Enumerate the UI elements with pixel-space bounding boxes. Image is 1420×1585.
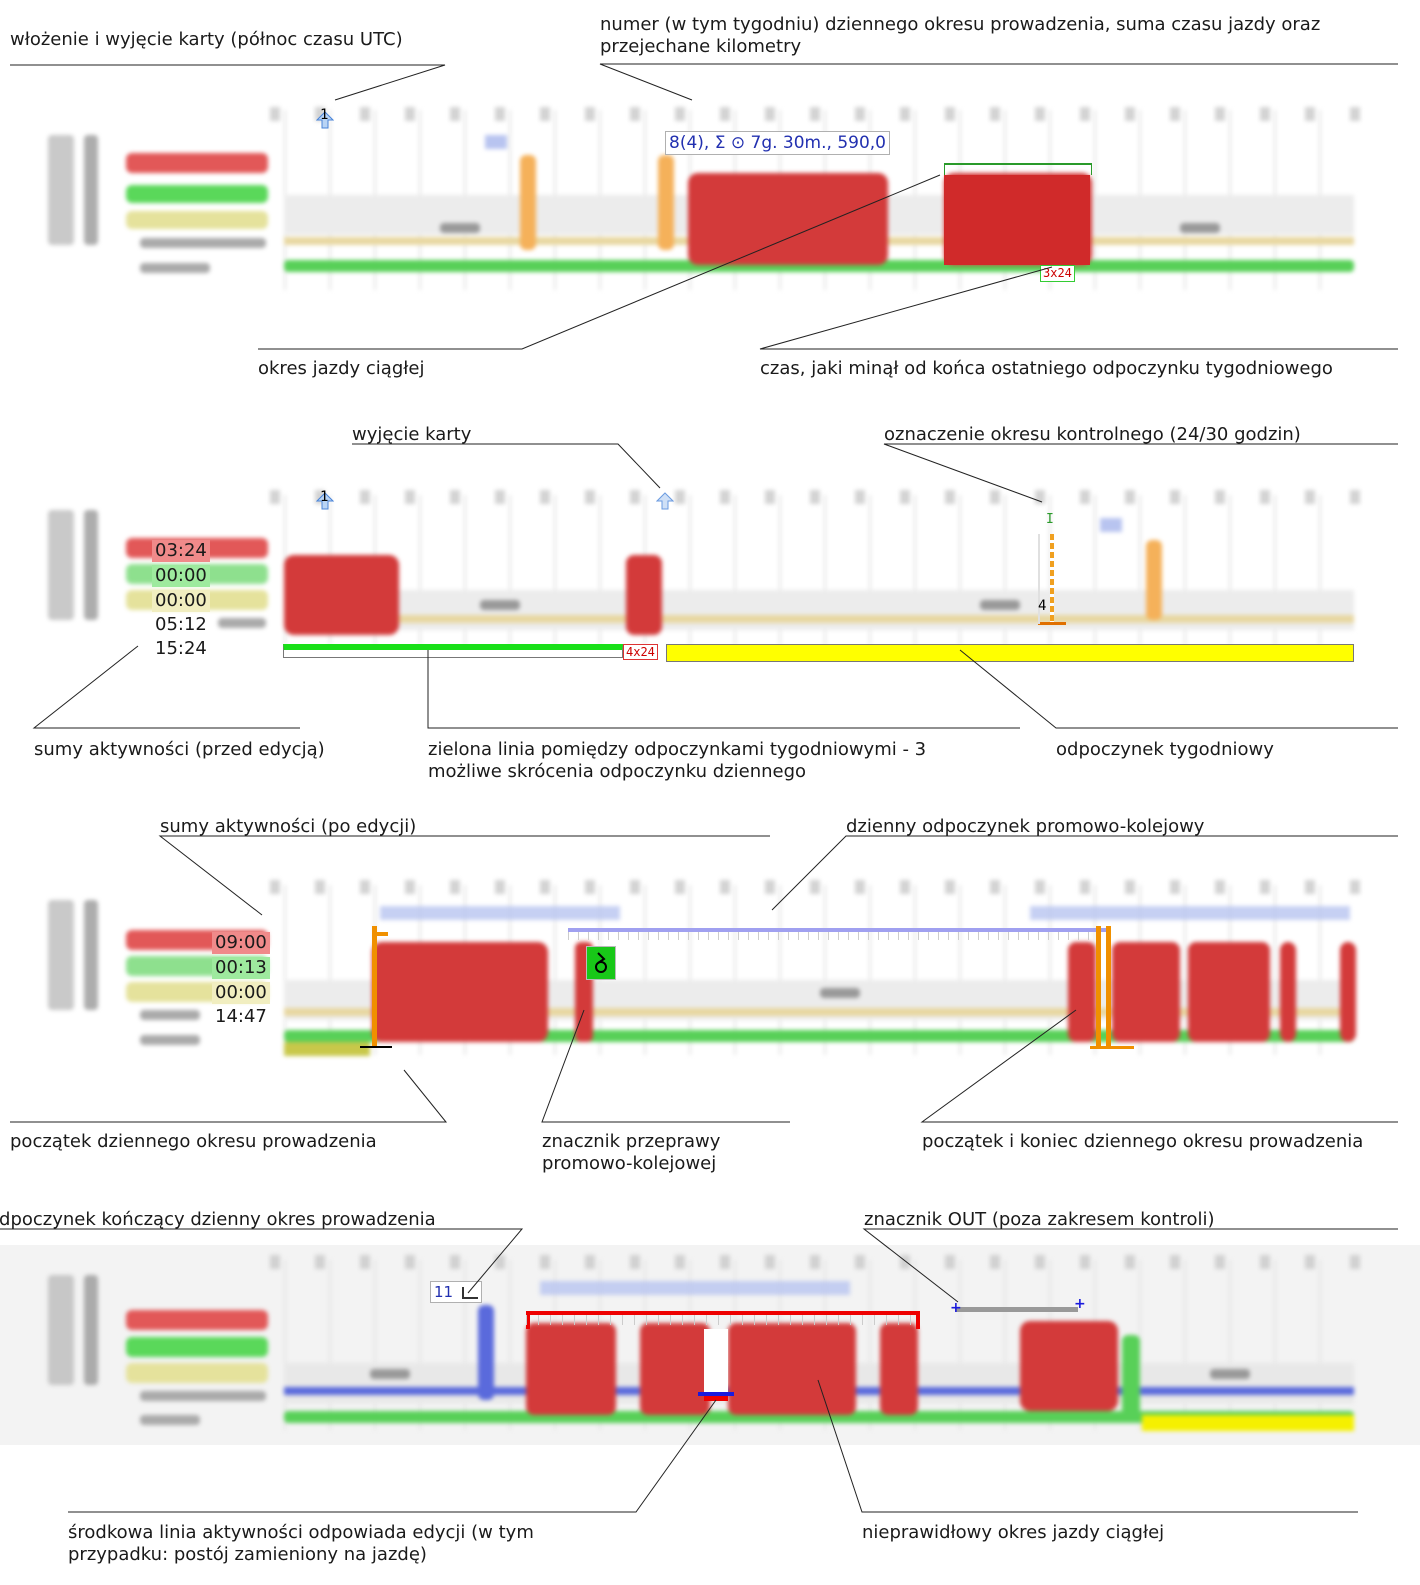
label-sums-after: sumy aktywności (po edycji) (160, 816, 417, 837)
card-insert-icon (315, 111, 335, 129)
driving-period-summary: 8(4), Σ ⊙ 7g. 30m., 590,0 (665, 131, 890, 155)
rest-end-box: 11 (430, 1281, 482, 1303)
panel-3: 09:00 00:13 00:00 14:47 (0, 870, 1420, 1070)
control-period-top: I (1046, 512, 1054, 527)
panel-1-blurred-chart (0, 95, 1420, 305)
period-start-end-marker (1090, 926, 1134, 1050)
label-elapsed-weekly: czas, jaki minął od końca ostatniego odp… (760, 358, 1333, 379)
label-middle-line: środkowa linia aktywności odpowiada edyc… (68, 1522, 534, 1565)
sum-driving: 09:00 (212, 932, 270, 954)
label-out-marker: znacznik OUT (poza zakresem kontroli) (864, 1209, 1215, 1230)
label-period-number: numer (w tym tygodniu) dziennego okresu … (600, 14, 1321, 57)
rest-end-number: 11 (434, 1283, 454, 1301)
invalid-continuous-driving-bar (526, 1311, 920, 1329)
control-period-number: 4 (1038, 598, 1047, 614)
continuous-driving-bar (944, 163, 1092, 175)
label-card-eject: wyjęcie karty (352, 424, 472, 445)
edit-middle-line-red (704, 1396, 728, 1401)
out-marker: + + (950, 1296, 1086, 1316)
sum-rest: 05:12 (152, 614, 210, 636)
label-period-start: początek dziennego okresu prowadzenia (10, 1131, 377, 1152)
label-sums-before: sumy aktywności (przed edycją) (34, 739, 325, 760)
label-period-start-end: początek i koniec dziennego okresu prowa… (922, 1131, 1364, 1152)
panel-2-blurred-chart (0, 480, 1420, 680)
control-period-marker (1038, 512, 1066, 625)
ferry-rest-line (568, 928, 1108, 940)
label-rest-end: odpoczynek kończący dzienny okres prowad… (0, 1209, 436, 1230)
label-ferry-rest: dzienny odpoczynek promowo-kolejowy (846, 816, 1205, 837)
edit-column (704, 1329, 728, 1399)
ferry-crossing-marker (586, 946, 616, 980)
weekly-green-line (283, 644, 623, 658)
card-eject-icon (655, 492, 675, 510)
label-continuous-driving: okres jazdy ciągłej (258, 358, 425, 379)
label-invalid-continuous: nieprawidłowy okres jazdy ciągłej (862, 1522, 1165, 1543)
sum-availability: 00:00 (212, 982, 270, 1004)
label-ferry-marker: znacznik przeprawy promowo-kolejowej (542, 1131, 721, 1174)
elapsed-since-weekly-rest: 3x24 (1040, 265, 1075, 282)
label-card-insert-eject: włożenie i wyjęcie karty (północ czasu U… (10, 29, 403, 50)
sum-driving: 03:24 (152, 540, 210, 562)
weekly-rest-bar (666, 644, 1354, 662)
card-marker-number: 1 (320, 489, 329, 505)
ferry-icon (595, 952, 607, 973)
panel-1: 1 8(4), Σ ⊙ 7g. 30m., 590,0 3x24 (0, 95, 1420, 305)
card-insert-icon (315, 492, 335, 510)
sum-total: 15:24 (152, 638, 210, 660)
label-green-line: zielona linia pomiędzy odpoczynkami tygo… (428, 739, 927, 782)
label-weekly-rest: odpoczynek tygodniowy (1056, 739, 1274, 760)
bed-icon (461, 1286, 478, 1299)
continuous-driving-fill (944, 175, 1090, 265)
panel-2: 1 03:24 00:00 00:00 05:12 15:24 I 4 4x24 (0, 480, 1420, 680)
sum-rest: 14:47 (212, 1006, 270, 1028)
sum-availability: 00:00 (152, 590, 210, 612)
sum-other-work: 00:13 (212, 957, 270, 979)
card-marker-number: 1 (320, 107, 329, 123)
period-start-marker (360, 926, 394, 1048)
panel-4: 11 + + (0, 1245, 1420, 1445)
edit-middle-line (698, 1392, 734, 1396)
elapsed-since-weekly-rest: 4x24 (623, 644, 658, 660)
sum-other-work: 00:00 (152, 565, 210, 587)
label-control-period: oznaczenie okresu kontrolnego (24/30 god… (884, 424, 1301, 445)
